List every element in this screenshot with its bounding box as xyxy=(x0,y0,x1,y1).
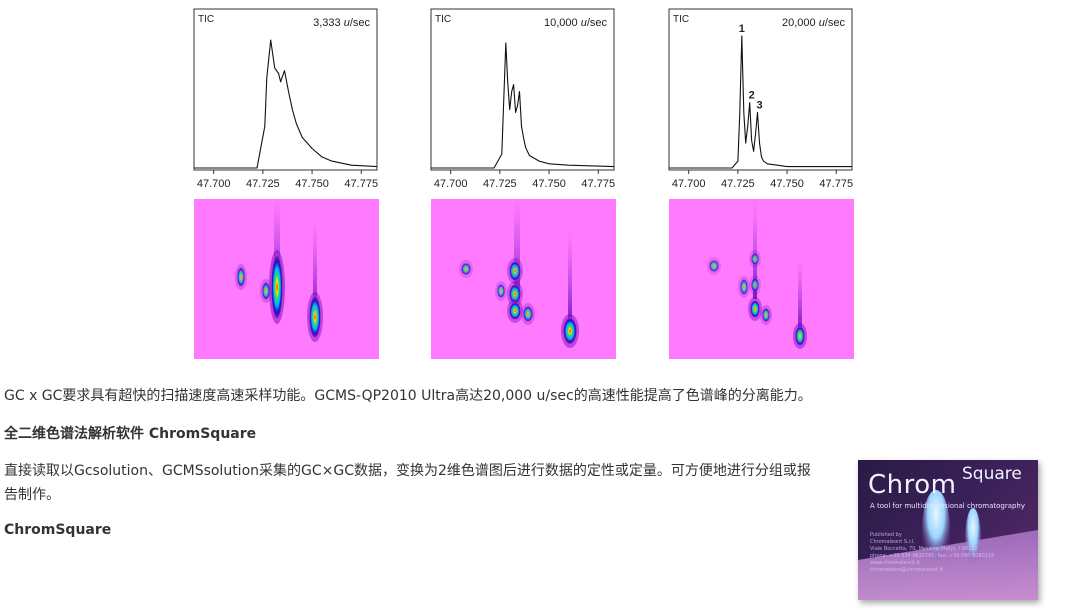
x-tick-label: 47.700 xyxy=(197,178,231,190)
x-tick-label: 47.700 xyxy=(672,178,706,190)
x-tick-label: 47.750 xyxy=(532,178,566,190)
contour-plot-3 xyxy=(669,199,854,359)
compound-spot xyxy=(262,282,270,300)
tic-label: TIC xyxy=(198,14,214,25)
tic-chart-svg: TIC 10,000 u/sec 47.700 47.725 47.750 47.775 xyxy=(430,8,615,190)
plot-frame xyxy=(430,8,615,171)
heatmap-svg xyxy=(669,199,854,359)
tic-trace xyxy=(431,42,615,169)
scan-speed-label: 20,000 u/sec xyxy=(782,17,846,29)
cover-artwork xyxy=(858,490,1038,600)
compound-spot xyxy=(461,263,471,275)
contour-plot-1 xyxy=(194,199,379,359)
compound-spot xyxy=(751,253,759,265)
publisher-line: www.chromaleont.it xyxy=(870,560,920,566)
heatmap-background xyxy=(431,199,616,359)
software-description: 直接读取以Gcsolution、GCMSsolution采集的GC×GC数据，变… xyxy=(4,463,811,503)
compound-spot xyxy=(740,279,748,295)
heatmap-svg xyxy=(194,199,379,359)
publisher-line: Chromaleont S.r.l. xyxy=(870,539,915,545)
publisher-line: Viale Boccetta, 70, Messina (Italy), I-9… xyxy=(870,546,978,552)
cover-title-superscript: Square xyxy=(962,464,1022,484)
bleed-streak xyxy=(568,229,572,324)
compound-spot xyxy=(271,253,283,321)
chromsquare-product-image: Chrom Square A tool for multidimensional… xyxy=(858,460,1038,600)
tic-chart-svg: TIC 3,333 u/sec 47.700 47.725 47.750 47.775 xyxy=(193,8,378,190)
compound-spot xyxy=(762,308,770,322)
compound-spot xyxy=(523,306,533,322)
tic-label: TIC xyxy=(435,14,451,25)
cover-publisher: Published by Chromaleont S.r.l. Viale Bo… xyxy=(870,532,994,574)
scan-speed-label: 3,333 u/sec xyxy=(313,17,370,29)
heatmap-background xyxy=(669,199,854,359)
x-tick-label: 47.725 xyxy=(246,178,280,190)
tic-chart-2: TIC 10,000 u/sec 47.700 47.725 47.750 47.775 xyxy=(430,8,620,198)
bleed-streak xyxy=(753,199,757,299)
publisher-line: phone: +39 334 9632785; fax: +39 090 608… xyxy=(870,553,995,559)
bleed-streak xyxy=(313,219,317,314)
compound-spot xyxy=(795,326,805,346)
x-tick-label: 47.725 xyxy=(721,178,755,190)
scan-speed-label: 10,000 u/sec xyxy=(544,17,608,29)
cover-title: Chrom xyxy=(868,470,957,500)
description-paragraph: GC x GC要求具有超快的扫描速度高速采样功能。GCMS-QP2010 Ult… xyxy=(4,388,812,404)
x-tick-label: 47.725 xyxy=(483,178,517,190)
compound-spot xyxy=(497,284,505,298)
compound-spot xyxy=(751,278,759,292)
software-name: ChromSquare xyxy=(4,522,112,538)
tic-trace xyxy=(194,39,378,169)
compound-spot xyxy=(309,295,321,339)
compound-spot xyxy=(237,267,245,287)
compound-spot xyxy=(509,302,521,320)
plot-frame xyxy=(668,8,853,171)
x-tick-label: 47.700 xyxy=(434,178,468,190)
peak-label: 3 xyxy=(756,99,762,111)
x-tick-label: 47.775 xyxy=(581,178,615,190)
publisher-line: chromaleont@chromaleont.it xyxy=(870,567,943,573)
bleed-streak xyxy=(274,199,280,289)
bleed-streak xyxy=(798,259,802,329)
compound-spot xyxy=(750,300,760,318)
tic-chart-3: TIC 20,000 u/sec 47.700 47.725 47.750 47.775 1… xyxy=(668,8,858,198)
compound-spot xyxy=(563,317,577,345)
peak-label: 2 xyxy=(749,90,755,102)
contour-plot-2 xyxy=(431,199,616,359)
bleed-streak xyxy=(514,199,520,299)
x-tick-label: 47.750 xyxy=(295,178,329,190)
cover-tagline: A tool for multidimensional chromatograp… xyxy=(870,502,1026,510)
plot-frame xyxy=(193,8,378,171)
compound-spot xyxy=(509,261,521,281)
tic-chart-svg: TIC 20,000 u/sec 47.700 47.725 47.750 47.775 1… xyxy=(668,8,853,190)
publisher-line: Published by xyxy=(870,532,902,538)
tic-label: TIC xyxy=(673,14,689,25)
section-heading: 全二维色谱法解析软件 ChromSquare xyxy=(4,426,257,442)
heatmap-svg xyxy=(431,199,616,359)
x-tick-label: 47.775 xyxy=(819,178,853,190)
x-tick-label: 47.775 xyxy=(344,178,378,190)
x-tick-label: 47.750 xyxy=(770,178,804,190)
compound-spot xyxy=(709,260,719,272)
tic-trace xyxy=(669,35,852,169)
heatmap-background xyxy=(194,199,379,359)
peak-label: 1 xyxy=(739,23,745,35)
compound-spot xyxy=(509,284,521,304)
tic-chart-1: TIC 3,333 u/sec 47.700 47.725 47.750 47.775 xyxy=(193,8,383,198)
